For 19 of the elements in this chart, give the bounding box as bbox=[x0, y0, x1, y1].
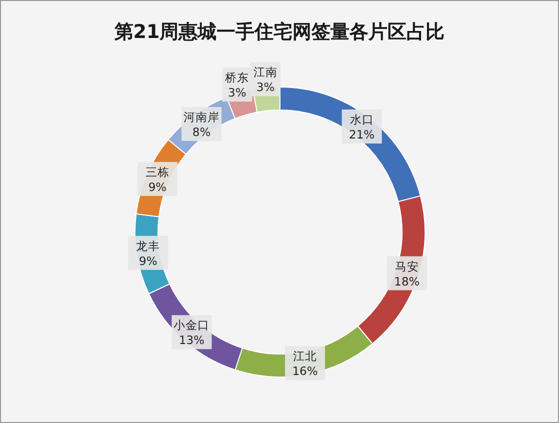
data-label: 16% bbox=[292, 364, 318, 378]
chart-title: 第21周惠城一手住宅网签量各片区占比 bbox=[113, 21, 445, 43]
data-label: 8% bbox=[192, 124, 211, 139]
data-label: 3% bbox=[256, 80, 275, 94]
slice-label: 小金口 bbox=[174, 318, 210, 332]
data-label: 3% bbox=[228, 86, 246, 100]
slice-label: 江北 bbox=[293, 349, 318, 364]
slice-label: 桥东 bbox=[224, 70, 250, 85]
slice-label: 三栋 bbox=[145, 164, 170, 179]
data-label: 21% bbox=[349, 128, 375, 142]
data-label: 9% bbox=[139, 254, 158, 268]
slice-label: 龙丰 bbox=[136, 238, 160, 253]
data-label: 18% bbox=[394, 274, 420, 288]
slice-label: 马安 bbox=[394, 259, 419, 274]
data-label: 9% bbox=[148, 180, 167, 194]
slice-label: 水口 bbox=[350, 112, 374, 127]
data-label: 13% bbox=[178, 333, 205, 348]
slice-label: 河南岸 bbox=[184, 110, 220, 124]
slice-label: 江南 bbox=[254, 65, 278, 80]
